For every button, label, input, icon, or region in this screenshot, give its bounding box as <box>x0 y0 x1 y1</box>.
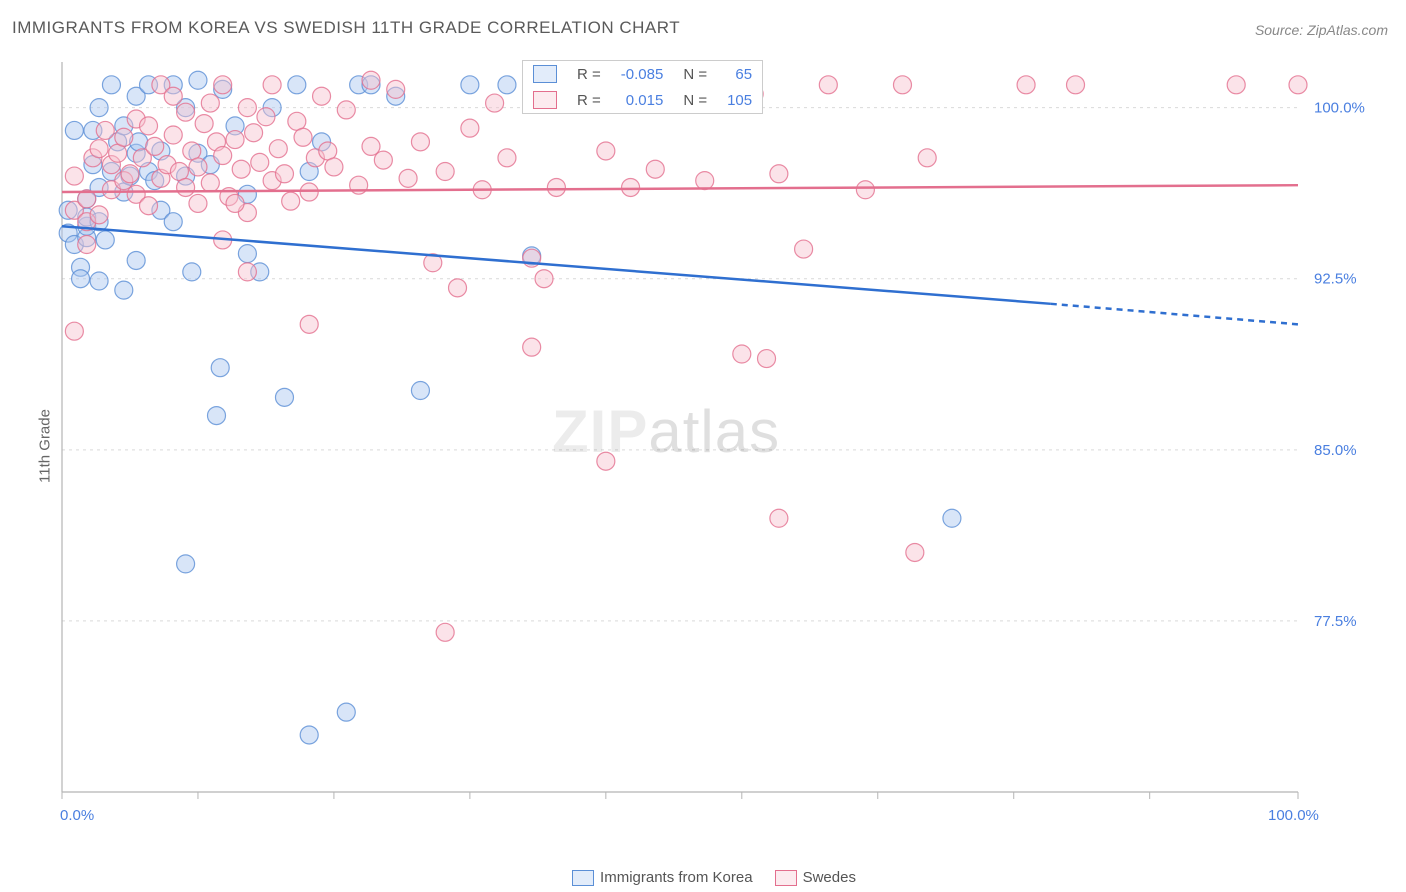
svg-text:77.5%: 77.5% <box>1314 613 1357 630</box>
series-legend: Immigrants from KoreaSwedes <box>0 869 1406 886</box>
svg-text:92.5%: 92.5% <box>1314 271 1357 288</box>
correlation-legend: R =-0.085N =65R =0.015N =105 <box>522 60 763 114</box>
scatter-svg: 77.5% 85.0% 92.5% 100.0% 0.0% 100.0% <box>52 52 1388 832</box>
y-axis-label: 11th Grade <box>36 409 53 483</box>
svg-text:100.0%: 100.0% <box>1314 100 1365 117</box>
svg-text:85.0%: 85.0% <box>1314 442 1357 459</box>
chart-title: IMMIGRANTS FROM KOREA VS SWEDISH 11TH GR… <box>12 18 680 38</box>
svg-text:100.0%: 100.0% <box>1268 807 1319 824</box>
svg-text:0.0%: 0.0% <box>60 807 94 824</box>
plot-area: 77.5%85.0%92.5%100.0%0.0%100.0% ZIPatlas… <box>52 52 1388 832</box>
source-attribution: Source: ZipAtlas.com <box>1255 22 1388 38</box>
